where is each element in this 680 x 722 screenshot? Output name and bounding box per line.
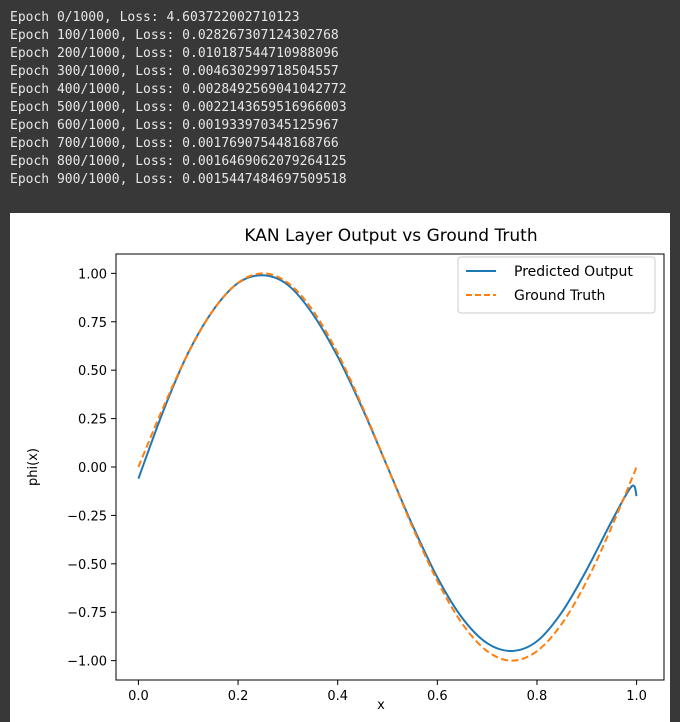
log-line: Epoch 500/1000, Loss: 0.0022143659516966… — [10, 100, 347, 115]
x-tick-label: 1.0 — [626, 689, 647, 704]
legend: Predicted Output Ground Truth — [457, 256, 656, 314]
y-axis-label: phi(x) — [26, 448, 41, 486]
legend-box — [457, 256, 656, 314]
x-axis-label: x — [377, 698, 385, 713]
legend-label-predicted: Predicted Output — [514, 264, 633, 280]
y-tick-label: −1.00 — [67, 655, 107, 670]
log-line: Epoch 0/1000, Loss: 4.603722002710123 — [10, 10, 300, 25]
chart-title: KAN Layer Output vs Ground Truth — [244, 226, 537, 246]
y-tick-label: 0.00 — [78, 461, 107, 476]
y-tick-label: 0.25 — [78, 413, 107, 428]
y-tick-label: 0.75 — [78, 316, 107, 331]
plot-area-frame — [115, 253, 665, 681]
x-tick-label: 0.2 — [228, 689, 249, 704]
log-line: Epoch 200/1000, Loss: 0.0101875447109880… — [10, 46, 339, 61]
y-tick-label: 0.50 — [78, 364, 107, 379]
x-tick-label: 0.4 — [327, 689, 348, 704]
log-line: Epoch 400/1000, Loss: 0.0028492569041042… — [10, 82, 347, 97]
legend-label-ground-truth: Ground Truth — [514, 288, 605, 304]
series-line-ground-truth — [137, 272, 638, 662]
y-tick-label: −0.75 — [67, 606, 107, 621]
tick-marks: 0.0 0.2 0.4 0.6 0.8 1.0 1.00 0.75 0.50 0.25 0.00 −0… — [67, 267, 647, 704]
x-tick-label: 0.0 — [128, 689, 149, 704]
log-line: Epoch 600/1000, Loss: 0.0019339703451259… — [10, 118, 339, 133]
log-line: Epoch 300/1000, Loss: 0.0046302997185045… — [10, 64, 339, 79]
log-line: Epoch 800/1000, Loss: 0.0016469062079264… — [10, 154, 347, 169]
y-tick-label: 1.00 — [78, 267, 107, 282]
x-tick-label: 0.8 — [527, 689, 548, 704]
y-tick-label: −0.25 — [67, 509, 107, 524]
log-line: Epoch 700/1000, Loss: 0.0017690754481687… — [10, 136, 339, 151]
log-line: Epoch 900/1000, Loss: 0.0015447484697509… — [10, 172, 347, 187]
line-chart: KAN Layer Output vs Ground Truth 0.0 0.2 0… — [26, 226, 665, 713]
axes — [115, 253, 665, 681]
console-output: Epoch 0/1000, Loss: 4.603722002710123 Ep… — [0, 0, 680, 213]
plot-figure: KAN Layer Output vs Ground Truth 0.0 0.2 0… — [10, 213, 670, 722]
log-line: Epoch 100/1000, Loss: 0.0282673071243027… — [10, 28, 339, 43]
x-tick-label: 0.6 — [427, 689, 448, 704]
y-tick-label: −0.50 — [67, 558, 107, 573]
series-line-predicted-output — [137, 274, 638, 652]
series-lines — [137, 272, 638, 662]
